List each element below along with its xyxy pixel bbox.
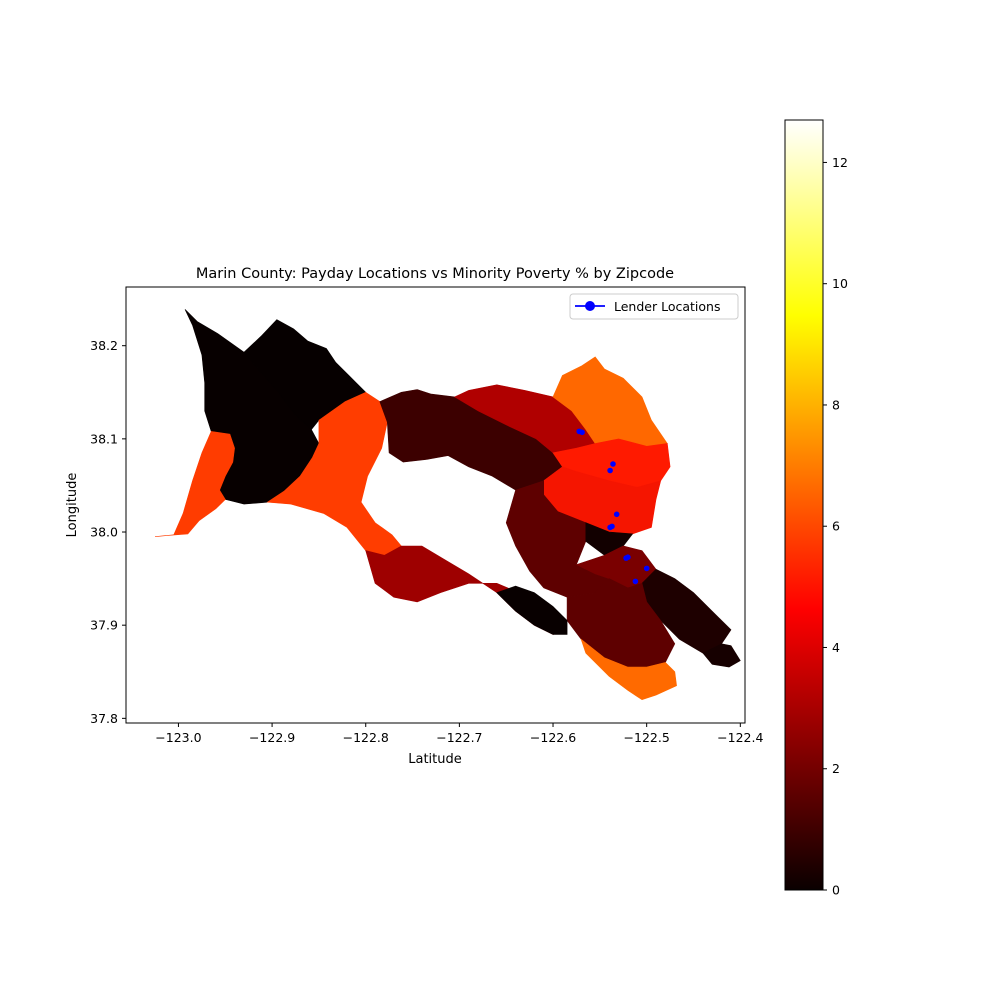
x-tick-label: −122.8: [343, 730, 389, 745]
zone-novato-north: [552, 356, 668, 447]
x-tick-label: −122.7: [436, 730, 482, 745]
legend-box: [569, 293, 739, 320]
x-axis-ticks: −123.0 −122.9 −122.8 −122.7 −122.6 −122.5 −122…: [155, 723, 763, 745]
y-tick-label: 37.8: [90, 711, 118, 726]
colorbar-tick-label: 8: [832, 397, 840, 412]
colorbar-tick-label: 0: [832, 883, 840, 898]
x-tick-label: −122.4: [717, 730, 763, 745]
colorbar-tick-label: 2: [832, 761, 840, 776]
colorbar-ticks: 0 2 4 6 8 10 12: [823, 155, 848, 898]
y-axis-label: Longitude: [65, 473, 80, 538]
x-axis-label: Latitude: [408, 752, 462, 767]
lender-point: [643, 565, 650, 572]
y-axis-ticks: 37.8 37.9 38.0 38.1 38.2: [90, 338, 126, 726]
y-tick-label: 38.1: [90, 431, 118, 446]
colorbar-tick-label: 4: [832, 640, 840, 655]
x-tick-label: −122.6: [530, 730, 576, 745]
zone-tiburon-peninsula: [702, 643, 741, 668]
lender-point: [613, 511, 620, 518]
zone-point-reyes: [154, 431, 235, 537]
legend-label: Lender Locations: [614, 299, 720, 314]
zipcode-zones: [154, 309, 741, 701]
y-tick-label: 37.9: [90, 618, 118, 633]
x-tick-label: −122.9: [249, 730, 295, 745]
lender-point: [610, 461, 616, 467]
colorbar-tick-label: 12: [832, 155, 848, 170]
lender-points: [576, 428, 650, 585]
zone-tamalpais-valley: [496, 585, 568, 635]
legend: Lender Locations: [569, 293, 739, 320]
zone-tomales-northeast: [243, 319, 367, 430]
lender-point: [632, 578, 639, 585]
y-tick-label: 38.2: [90, 338, 118, 353]
x-tick-label: −122.5: [624, 730, 670, 745]
lender-point: [607, 467, 613, 474]
colorbar-tick-label: 10: [832, 276, 848, 291]
lender-point: [623, 555, 629, 561]
colorbar: [784, 119, 824, 891]
lender-point: [579, 429, 585, 436]
x-tick-label: −123.0: [155, 730, 201, 745]
chart-title: Marin County: Payday Locations vs Minori…: [196, 266, 674, 282]
legend-marker-icon: [585, 301, 595, 311]
colorbar-tick-label: 6: [832, 519, 840, 534]
lender-point: [607, 524, 613, 531]
zone-mill-valley-south: [580, 638, 677, 701]
plot-frame: [125, 286, 746, 724]
y-tick-label: 38.0: [90, 525, 118, 540]
